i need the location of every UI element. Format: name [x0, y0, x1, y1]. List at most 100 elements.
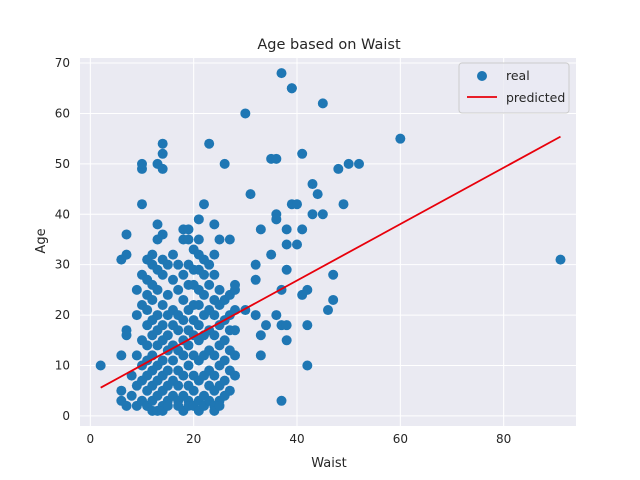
data-point	[131, 284, 142, 295]
chart-title: Age based on Waist	[257, 37, 401, 53]
data-point	[162, 259, 173, 270]
data-point	[193, 320, 204, 331]
data-point	[328, 269, 339, 280]
data-point	[178, 350, 189, 361]
data-point	[178, 315, 189, 326]
data-point	[137, 199, 147, 210]
x-tick-label: 40	[289, 432, 304, 446]
data-point	[281, 335, 292, 346]
data-point	[168, 355, 178, 366]
data-point	[297, 148, 308, 159]
data-point	[178, 370, 189, 381]
data-point	[131, 310, 142, 321]
data-point	[157, 320, 168, 331]
data-point	[224, 385, 235, 396]
data-point	[281, 320, 292, 331]
data-point	[178, 294, 189, 305]
x-tick-label: 0	[87, 432, 95, 446]
data-point	[121, 249, 132, 260]
data-point	[354, 158, 364, 169]
data-point	[95, 360, 106, 371]
data-point	[230, 284, 240, 295]
legend: real predicted	[458, 62, 570, 114]
data-point	[152, 310, 163, 321]
data-point	[255, 350, 266, 361]
data-point	[168, 249, 178, 260]
data-point	[255, 330, 266, 341]
y-tick-label: 50	[55, 157, 70, 171]
data-point	[250, 259, 261, 270]
data-point	[302, 360, 313, 371]
data-point	[271, 310, 282, 321]
data-point	[281, 264, 292, 275]
data-point	[157, 269, 168, 280]
data-point	[157, 163, 168, 174]
data-point	[230, 370, 240, 381]
data-point	[173, 284, 184, 295]
legend-predicted-label: predicted	[506, 90, 565, 105]
data-point	[183, 224, 194, 235]
data-point	[199, 199, 209, 210]
data-point	[137, 158, 147, 169]
data-point	[219, 355, 230, 366]
data-point	[302, 320, 313, 331]
data-point	[199, 289, 209, 300]
data-point	[204, 279, 215, 290]
data-point	[276, 395, 287, 406]
data-point	[209, 310, 220, 321]
data-point	[266, 249, 277, 260]
data-point	[157, 138, 168, 149]
data-point	[157, 148, 168, 159]
data-point	[173, 325, 184, 336]
data-point	[131, 350, 142, 361]
data-point	[261, 320, 271, 331]
data-point	[199, 269, 209, 280]
data-point	[157, 300, 168, 311]
legend-real-marker	[477, 71, 487, 81]
data-point	[193, 214, 204, 225]
data-point	[328, 294, 339, 305]
data-point	[292, 239, 302, 250]
data-point	[312, 189, 323, 200]
data-point	[204, 259, 215, 270]
data-point	[173, 380, 184, 391]
data-point	[183, 340, 194, 351]
y-tick-label: 20	[55, 308, 70, 322]
data-point	[193, 300, 204, 311]
data-point	[173, 259, 184, 270]
y-axis-ticks: 0 10 20 30 40 50 60 70	[55, 56, 70, 423]
data-point	[183, 360, 194, 371]
data-point	[142, 305, 153, 316]
predicted-line	[100, 135, 561, 389]
data-point	[317, 209, 328, 220]
data-point	[121, 229, 132, 240]
data-point	[116, 385, 127, 396]
data-point	[214, 400, 225, 411]
data-point	[209, 370, 220, 381]
data-point	[126, 390, 137, 401]
data-point	[178, 269, 189, 280]
data-point	[343, 158, 354, 169]
data-point	[121, 325, 132, 336]
y-tick-label: 60	[55, 106, 70, 120]
data-point	[286, 83, 297, 94]
y-tick-label: 70	[55, 56, 70, 70]
data-point	[281, 239, 292, 250]
data-point	[162, 330, 173, 341]
data-point	[323, 305, 333, 316]
x-axis-title: Waist	[311, 456, 346, 471]
data-point	[162, 365, 173, 376]
data-point	[147, 249, 158, 260]
data-point	[209, 219, 220, 230]
data-point	[338, 199, 349, 210]
data-point	[292, 199, 302, 210]
data-point	[307, 179, 318, 190]
data-point	[317, 98, 328, 109]
data-point	[224, 234, 235, 245]
data-point	[245, 189, 256, 200]
data-point	[116, 350, 127, 361]
data-point	[152, 284, 163, 295]
data-point	[230, 325, 240, 336]
data-point	[271, 214, 282, 225]
